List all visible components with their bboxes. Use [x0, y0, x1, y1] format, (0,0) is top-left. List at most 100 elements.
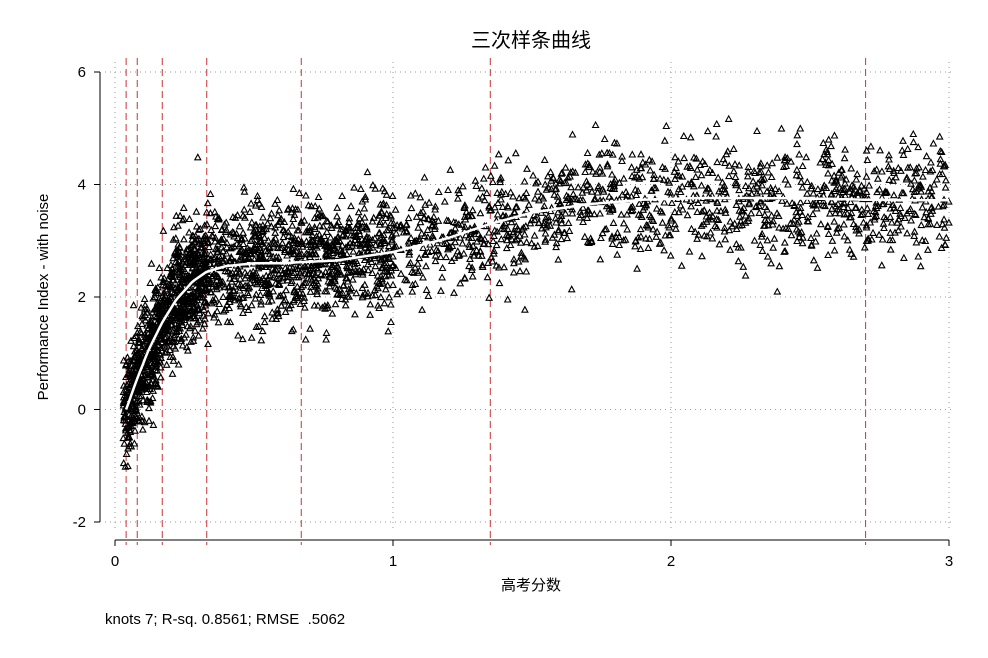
scatter-point [119, 433, 128, 442]
scatter-point [461, 231, 470, 239]
scatter-point [738, 220, 747, 229]
scatter-point [929, 139, 938, 147]
scatter-point [600, 225, 609, 233]
scatter-point [143, 370, 152, 378]
scatter-point [846, 197, 855, 206]
scatter-point [781, 156, 790, 164]
scatter-point [192, 222, 201, 230]
scatter-point [660, 246, 669, 254]
scatter-point [700, 206, 709, 214]
scatter-point [322, 216, 331, 225]
scatter-point [718, 184, 727, 192]
y-tick-label: 2 [78, 289, 86, 306]
scatter-point [720, 227, 729, 235]
scatter-point [191, 326, 199, 334]
scatter-point [579, 217, 588, 226]
scatter-point [230, 286, 239, 294]
scatter-point [462, 207, 471, 216]
scatter-point [154, 345, 162, 354]
scatter-point [632, 165, 641, 173]
scatter-point [714, 215, 723, 223]
scatter-point [617, 210, 626, 218]
scatter-point [906, 204, 915, 213]
scatter-point [738, 206, 747, 214]
scatter-point [485, 293, 494, 301]
scatter-point [835, 223, 844, 231]
scatter-point [522, 188, 531, 197]
scatter-point [832, 175, 841, 183]
scatter-point [784, 180, 792, 188]
scatter-point [119, 458, 128, 467]
scatter-point [421, 250, 429, 258]
scatter-point [853, 169, 862, 178]
scatter-point [926, 219, 935, 227]
scatter-point [633, 264, 642, 272]
scatter-point [284, 231, 293, 239]
scatter-point [420, 173, 429, 181]
scatter-point [239, 239, 248, 248]
scatter-point [813, 184, 822, 193]
scatter-point [274, 211, 282, 219]
scatter-point [211, 233, 220, 241]
scatter-point [697, 171, 706, 179]
scatter-point [735, 161, 744, 169]
scatter-point [731, 160, 739, 168]
scatter-point [297, 239, 306, 247]
scatter-point [358, 197, 367, 205]
scatter-point [939, 162, 948, 170]
scatter-point [203, 198, 212, 207]
scatter-point [362, 232, 371, 240]
scatter-point [840, 199, 849, 207]
scatter-point [193, 301, 202, 309]
scatter-point [372, 282, 381, 290]
scatter-point [228, 227, 237, 236]
scatter-point [694, 198, 703, 207]
scatter-point [557, 169, 566, 177]
scatter-point [757, 167, 766, 175]
scatter-point [238, 293, 247, 301]
scatter-point [341, 301, 350, 309]
scatter-point [884, 162, 893, 170]
scatter-point [393, 290, 402, 298]
scatter-point [204, 275, 213, 283]
scatter-point [859, 218, 868, 226]
scatter-point [185, 214, 194, 223]
scatter-point [375, 220, 384, 228]
scatter-point [404, 213, 413, 222]
scatter-point [899, 189, 908, 197]
scatter-point [220, 220, 229, 228]
scatter-point [891, 173, 900, 181]
scatter-point [552, 242, 561, 251]
scatter-point [305, 269, 314, 277]
scatter-point [225, 303, 234, 312]
scatter-point [469, 247, 478, 255]
scatter-point [239, 228, 248, 236]
scatter-point [138, 416, 147, 424]
scatter-point [914, 142, 923, 151]
scatter-point [141, 301, 150, 309]
scatter-point [884, 197, 893, 205]
scatter-point [247, 199, 256, 207]
scatter-point [360, 248, 368, 256]
scatter-point [322, 227, 331, 235]
scatter-point [819, 197, 828, 205]
scatter-point [852, 175, 861, 183]
scatter-point [480, 196, 489, 204]
scatter-point [911, 169, 919, 177]
scatter-point [510, 208, 519, 216]
scatter-point [424, 291, 433, 299]
scatter-point [271, 228, 280, 236]
scatter-point [496, 190, 505, 198]
scatter-point [313, 265, 322, 273]
scatter-point [263, 219, 272, 227]
scatter-point [206, 255, 215, 263]
scatter-point [288, 204, 297, 212]
scatter-point [179, 214, 188, 222]
scatter-point [845, 245, 854, 253]
scatter-point [897, 222, 905, 230]
scatter-point [246, 236, 255, 244]
scatter-point [864, 234, 873, 242]
scatter-point [764, 168, 773, 176]
scatter-point [529, 171, 538, 179]
scatter-point [569, 189, 578, 198]
